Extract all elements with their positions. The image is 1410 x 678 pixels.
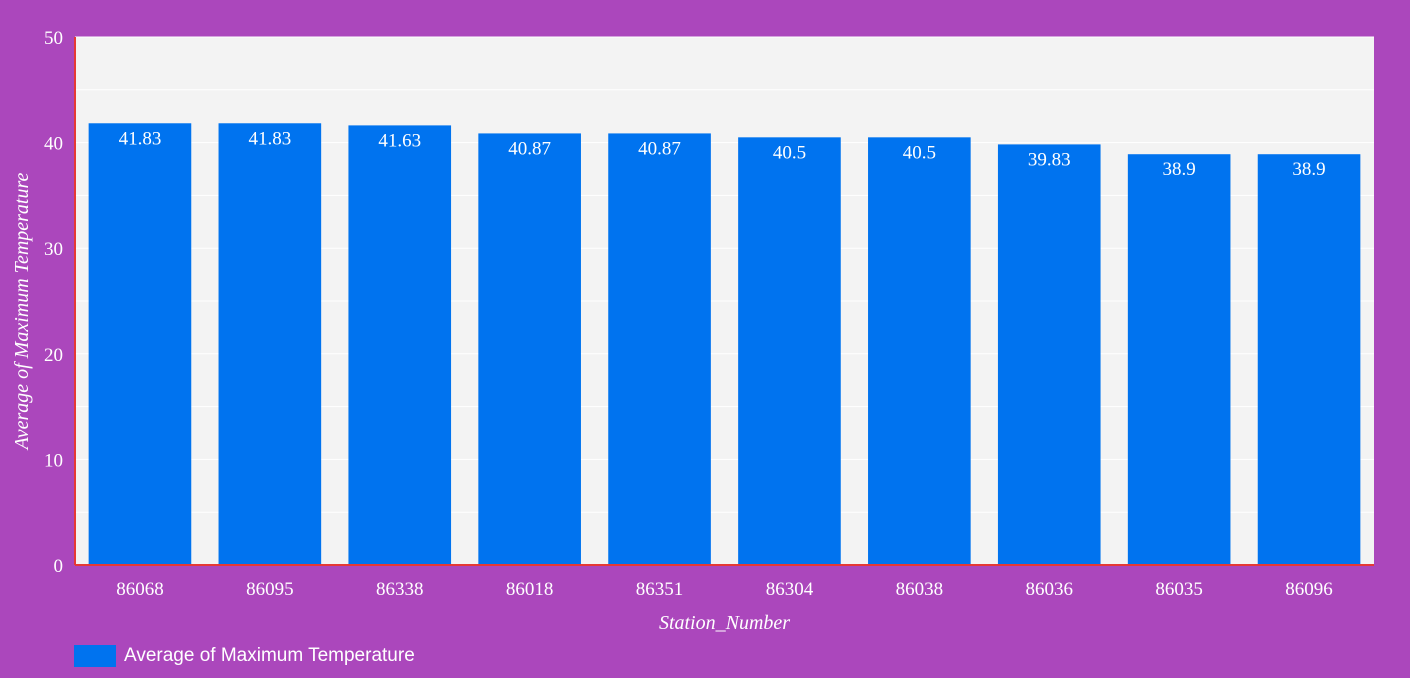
bar-value-label: 40.5 [773,142,806,163]
bar-value-label: 39.83 [1028,149,1071,170]
y-tick-label: 0 [54,556,64,577]
x-tick-label: 86035 [1155,579,1203,600]
y-tick-label: 10 [44,450,63,471]
bar-value-label: 41.83 [119,128,162,149]
bar [218,123,322,565]
x-tick-label: 86036 [1026,579,1074,600]
x-tick-label: 86096 [1285,579,1333,600]
bar [1257,154,1361,565]
bar-value-label: 41.83 [248,128,291,149]
bar-labels: 41.83 41.83 41.63 40.87 40.87 40.5 40.5 39.83 38… [119,128,1326,180]
bar-value-label: 41.63 [378,130,421,151]
bar [348,125,452,565]
y-tick-label: 20 [44,345,63,366]
bar [738,137,841,565]
y-axis-title: Average of Maximum Temperature [11,172,33,451]
x-axis-title: Station_Number [659,612,790,634]
bar-value-label: 38.9 [1292,159,1325,180]
bar-value-label: 38.9 [1163,159,1196,180]
bar [868,137,971,565]
x-tick-label: 86338 [376,579,424,600]
y-tick-label: 50 [44,28,63,49]
bar-value-label: 40.5 [903,142,936,163]
x-tick-label: 86068 [116,579,164,600]
x-tick-label: 86095 [246,579,294,600]
y-tick-label: 40 [44,134,63,155]
bar [1127,154,1231,565]
legend-swatch [74,645,116,667]
x-tick-label: 86351 [636,579,684,600]
bar-value-label: 40.87 [638,138,681,159]
x-tick-label: 86038 [896,579,944,600]
y-tick-label: 30 [44,239,63,260]
legend: Average of Maximum Temperature [74,644,415,668]
x-axis-ticks: 86068 86095 86338 86018 86351 86304 86038 86036… [116,579,1333,600]
y-axis-ticks: 0 10 20 30 40 50 [44,28,63,577]
bar [478,133,581,566]
bar [997,144,1101,565]
bar [608,133,711,566]
x-tick-label: 86304 [766,579,814,600]
bar [88,123,192,565]
legend-label: Average of Maximum Temperature [124,645,415,666]
bar-value-label: 40.87 [508,138,551,159]
x-tick-label: 86018 [506,579,554,600]
bars [88,123,1361,566]
